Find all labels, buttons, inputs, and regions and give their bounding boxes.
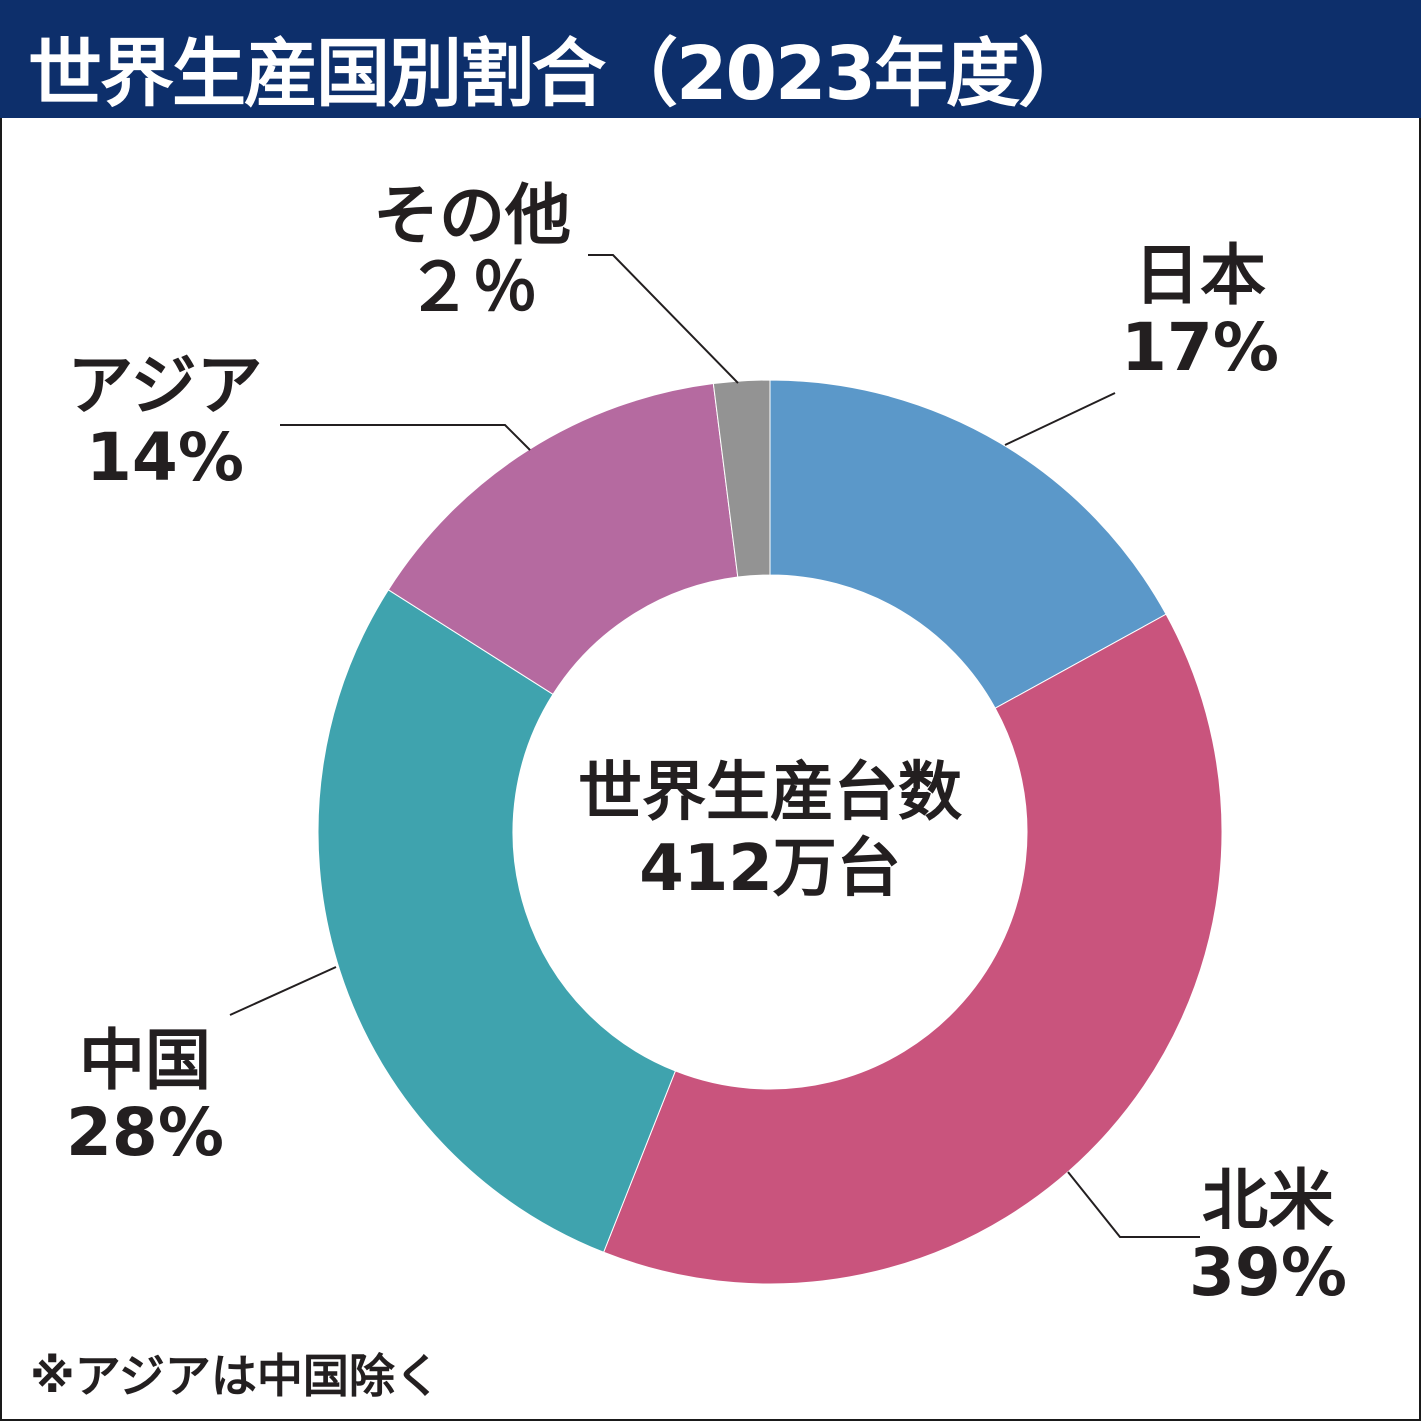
slice-asia	[387, 383, 739, 695]
label-north-america-value: 39%	[1189, 1234, 1347, 1311]
label-asia-name: アジア	[67, 347, 263, 424]
chart-title: 世界生産国別割合（2023年度）	[28, 31, 1092, 117]
slice-china	[317, 589, 677, 1253]
center-label-value: 412万台	[639, 832, 901, 906]
label-japan-name: 日本	[1133, 237, 1266, 314]
slice-japan	[769, 379, 1167, 709]
center-label: 世界生産台数 412万台	[578, 755, 962, 907]
leader-line-other	[588, 254, 739, 384]
label-asia-value: 14%	[86, 419, 244, 496]
label-north-america: 北米 39%	[1189, 1165, 1347, 1309]
label-asia: アジア 14%	[67, 350, 262, 494]
label-japan: 日本 17%	[1121, 240, 1279, 384]
leader-line-asia	[280, 424, 531, 451]
leader-line-north-america	[1067, 1171, 1200, 1238]
center-label-title: 世界生産台数	[578, 756, 962, 830]
slice-north-america	[602, 613, 1223, 1285]
label-china-name: 中国	[78, 1022, 211, 1099]
footnote: ※アジアは中国除く	[30, 1349, 441, 1403]
label-other-name: その他	[373, 177, 571, 254]
title-bar: 世界生産国別割合（2023年度）	[0, 0, 1421, 118]
slice-other	[712, 379, 771, 578]
label-other: その他 ２％	[373, 180, 571, 324]
leader-line-china	[229, 966, 337, 1016]
label-north-america-name: 北米	[1201, 1162, 1334, 1239]
label-japan-value: 17%	[1121, 309, 1279, 386]
label-china-value: 28%	[66, 1094, 224, 1171]
label-china: 中国 28%	[66, 1025, 224, 1169]
label-other-value: ２％	[406, 249, 538, 326]
leader-line-japan	[1004, 392, 1116, 446]
